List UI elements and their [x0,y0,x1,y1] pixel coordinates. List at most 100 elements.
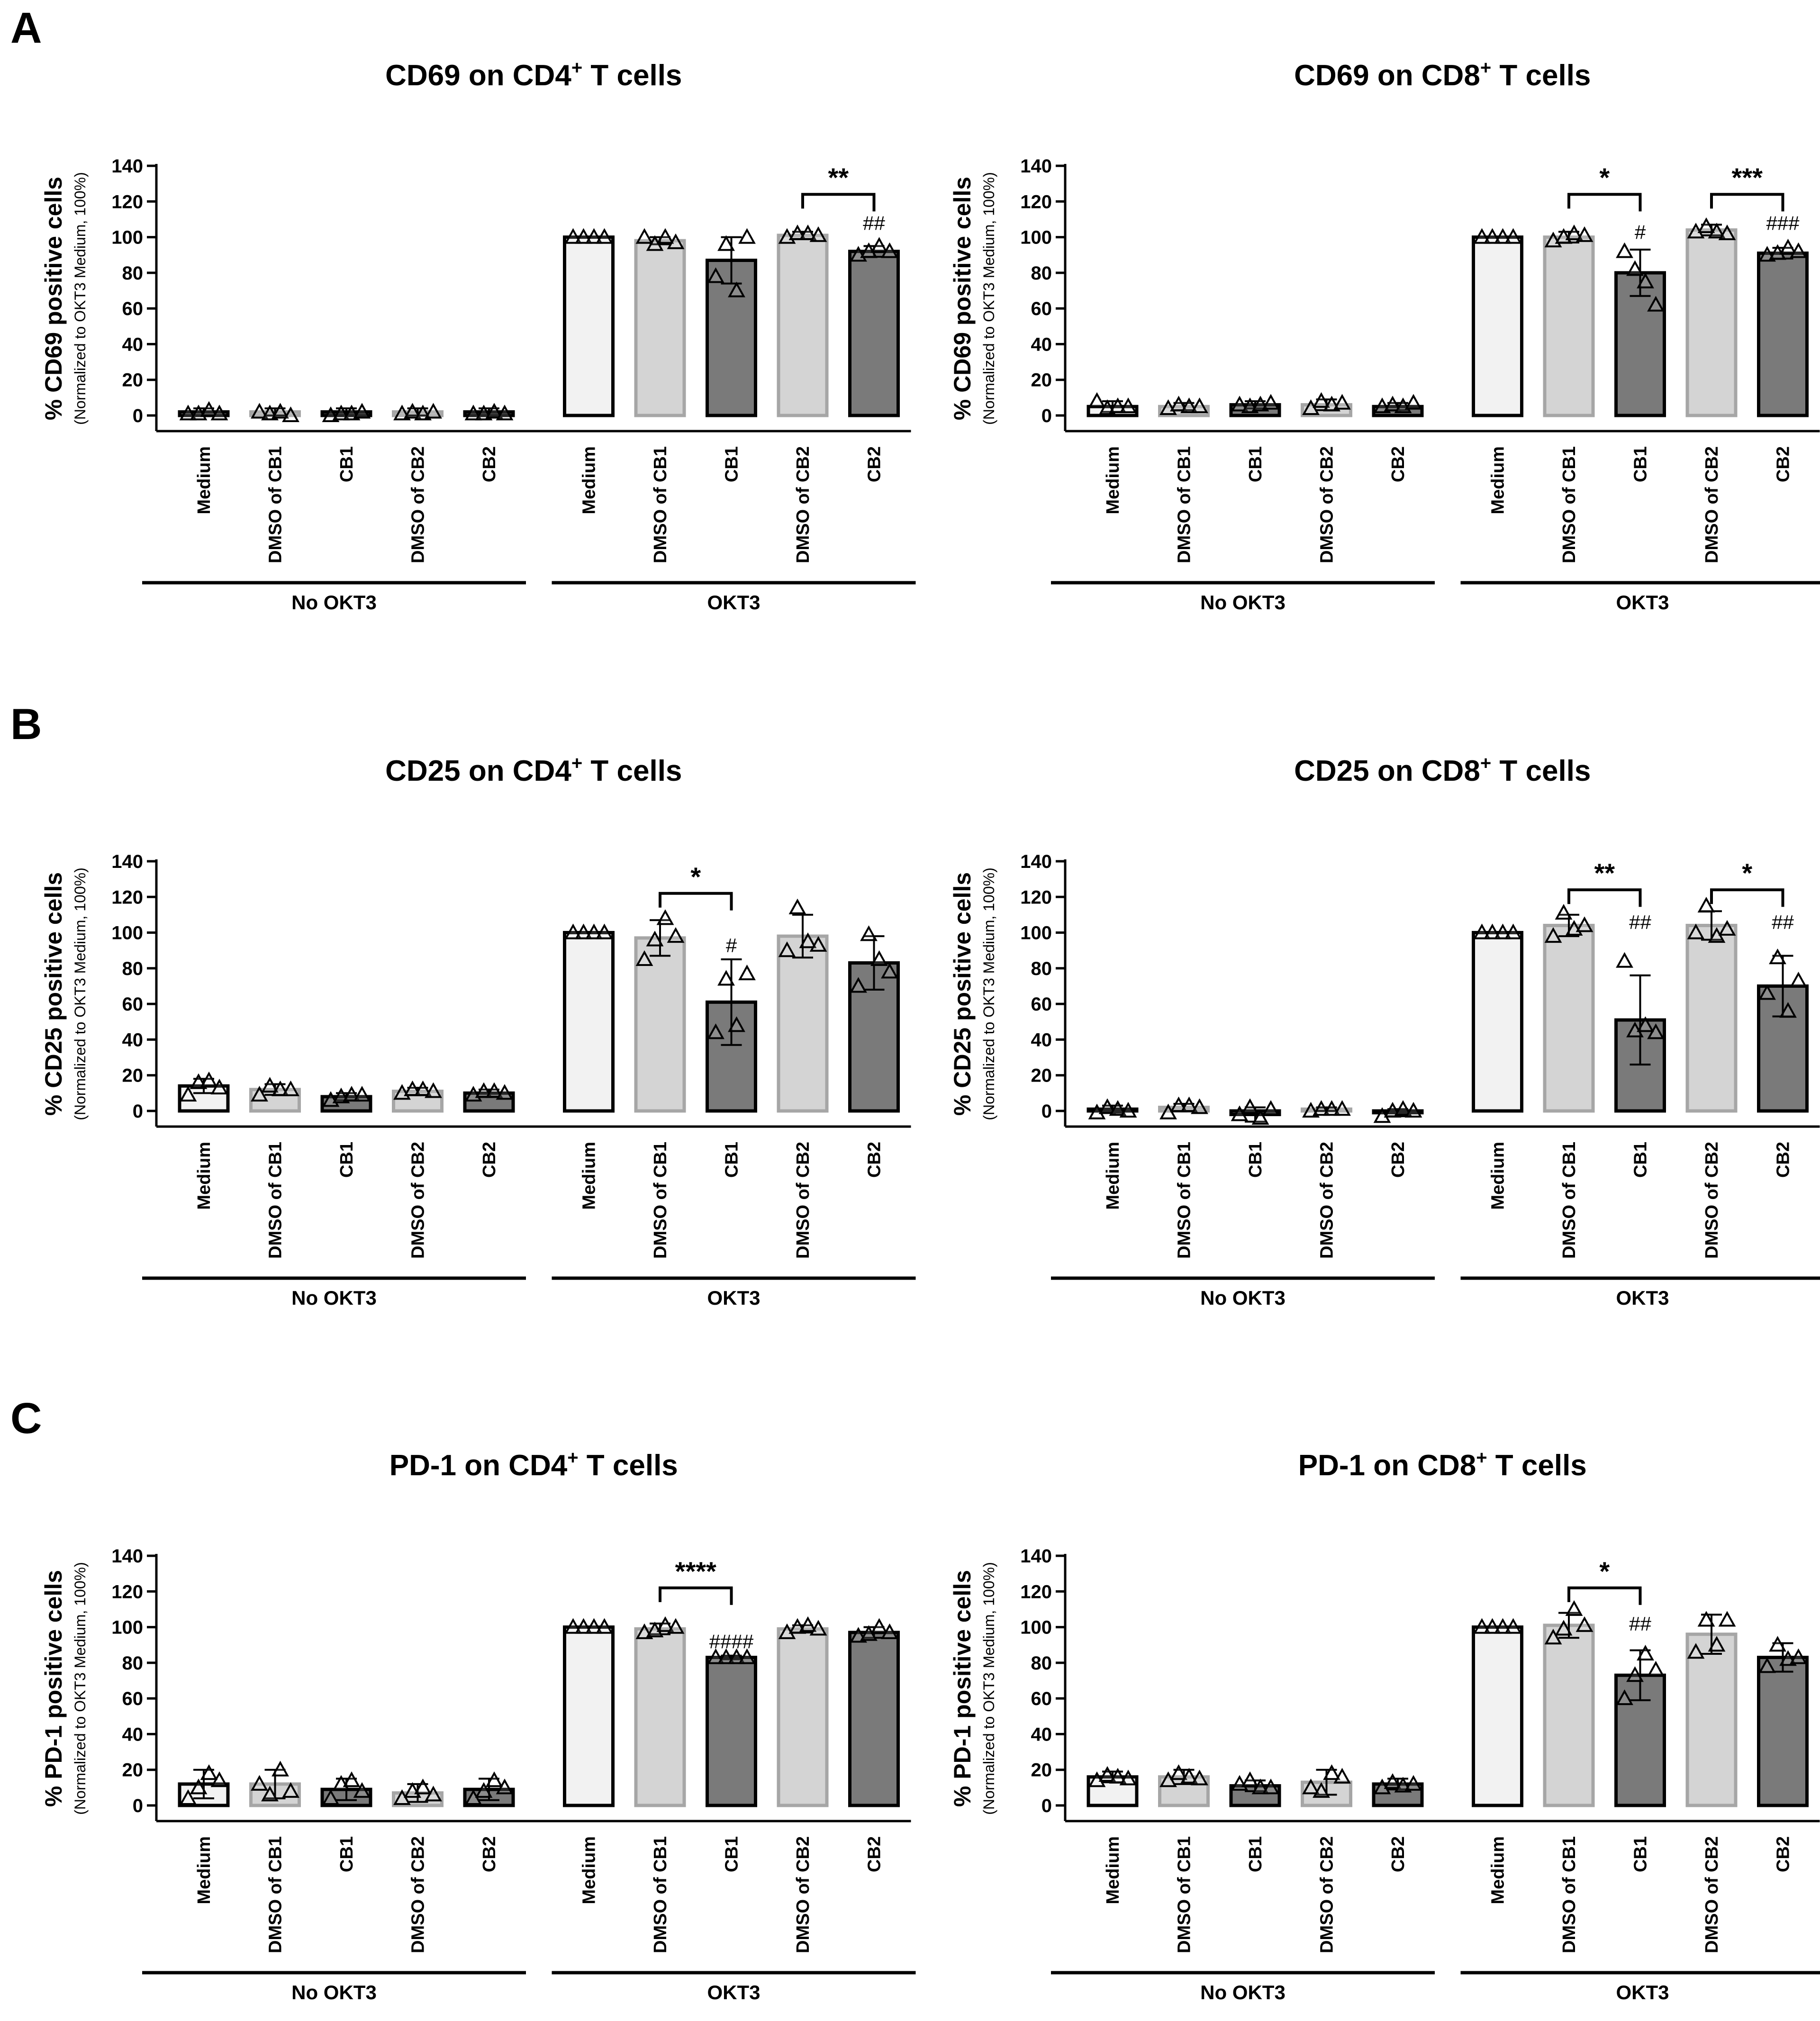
chart-4-data-point [1555,904,1573,920]
chart-5-y-sublabel: (Normalized to OKT3 Medium, 100%) [72,1562,89,1815]
chart-3-significance-bracket [659,892,733,911]
chart-4-data-point [1576,916,1594,932]
chart-3-data-point [596,923,613,939]
chart-5-data-point [656,1616,674,1632]
chart-6-category-label: DMSO of CB1 [1559,1836,1579,1953]
chart-4-data-point [1718,920,1736,936]
chart-6-category-label: CB1 [1246,1836,1266,1872]
chart-6-data-point [1323,1764,1340,1780]
chart-3-category-label: DMSO of CB1 [651,1142,670,1259]
chart-1-data-point [717,235,735,251]
chart-5-y-tick-label: 60 [122,1688,144,1709]
chart-3-data-point [717,970,735,986]
chart-6-data-point [1637,1644,1654,1661]
chart-2-y-tick-label: 0 [1041,406,1052,426]
chart-2-category-label: CB1 [1631,446,1651,482]
chart-2-significance-bracket [1567,193,1642,212]
chart-4-hash-label: ## [1629,911,1651,933]
chart-3-category-label: Medium [580,1142,599,1210]
chart-5-y-tick-label: 20 [122,1760,144,1781]
chart-2-data-point [1109,397,1127,414]
chart-3-data-point [870,950,888,966]
chart-4-data-point [1180,1096,1198,1112]
chart-2-y-tick-label: 140 [1020,156,1052,177]
chart-1-y-tick-label: 0 [133,406,143,426]
chart-1-significance-label: ** [828,162,849,192]
chart-4-data-point [1494,923,1512,939]
chart-5-significance-bracket [659,1586,733,1605]
chart-5-data-point [738,1648,756,1664]
chart-5-data-point [585,1618,603,1634]
chart-2-data-point [1790,242,1807,258]
chart-2-bar [1543,235,1595,417]
chart-6-title: PD-1 on CD8+ T cells [1298,1447,1587,1482]
chart-1-bar [563,235,615,417]
chart-2-data-point [1384,396,1402,412]
chart-4-data-point [1313,1100,1330,1116]
chart-5-data-point [272,1760,289,1777]
chart-1-data-point [485,403,503,419]
chart-6-bar [1472,1625,1523,1807]
chart-1-bar [848,250,900,417]
chart-5-bar [848,1631,900,1807]
chart-4-data-point [1170,1096,1187,1112]
chart-2-category-label: Medium [1488,446,1508,514]
chart-5-y-label: % PD-1 positive cells [40,1570,67,1807]
chart-3-data-point [850,977,867,993]
chart-1-data-point [635,228,653,244]
chart-6-data-point [1170,1764,1187,1780]
chart-3-y-tick-label: 80 [122,958,144,979]
chart-3-data-point [585,923,603,939]
chart-1-data-point [788,224,806,241]
chart-1-category-label: CB2 [865,446,885,482]
chart-5-significance-label: **** [675,1556,716,1586]
chart-4-data-point [1191,1098,1208,1114]
chart-2-significance-bracket [1710,193,1784,212]
chart-6-bar [1685,1633,1738,1807]
chart-5-data-point [870,1618,888,1634]
chart-1-category-label: DMSO of CB1 [651,446,670,563]
chart-1-y-label: % CD69 positive cells [40,177,67,420]
chart-5-data-point [353,1782,371,1798]
chart-4-category-label: DMSO of CB2 [1702,1142,1722,1259]
panel-label-b: B [10,700,42,749]
chart-3-category-label: DMSO of CB2 [408,1142,428,1259]
chart-4-y-sublabel: (Normalized to OKT3 Medium, 100%) [980,867,997,1120]
chart-4-data-point [1484,923,1501,939]
chart-2-data-point [1088,392,1106,408]
chart-5-category-label: CB2 [865,1836,885,1872]
chart-6-data-point [1333,1768,1351,1784]
chart-3-y-tick-label: 140 [111,851,143,872]
chart-4-category-label: CB1 [1631,1142,1651,1178]
chart-1-data-point [707,267,724,283]
chart-4-data-point [1769,948,1786,965]
chart-6-data-point [1251,1778,1269,1795]
chart-5-data-point [575,1618,592,1634]
chart-1-category-label: CB1 [337,446,357,482]
chart-1-category-label: DMSO of CB2 [408,446,428,563]
chart-5-data-point [343,1771,361,1787]
chart-1-data-point [738,228,756,244]
chart-4-significance-label: ** [1594,858,1615,888]
chart-1-title: CD69 on CD4+ T cells [385,57,682,92]
chart-6-y-tick-label: 120 [1020,1581,1052,1602]
chart-2-data-point [1779,239,1797,255]
chart-2-group-label: OKT3 [1616,591,1669,614]
chart-5-bar [563,1625,615,1807]
chart-6-y-tick-label: 80 [1031,1653,1052,1674]
chart-5-data-point [667,1618,685,1634]
chart-4-data-point [1251,1109,1269,1125]
chart-3-data-point [809,936,827,952]
chart-4-y-tick-label: 40 [1031,1029,1052,1050]
chart-6-data-point [1718,1611,1736,1627]
chart-6-data-point [1687,1643,1705,1659]
chart-6-category-label: DMSO of CB2 [1317,1836,1337,1953]
chart-3-category-label: CB1 [722,1142,742,1178]
chart-2-data-point [1504,228,1522,244]
chart-3-data-point [788,898,806,914]
chart-3-data-point [272,1080,289,1096]
chart-2-hash-label: ### [1766,212,1800,235]
chart-4-data-point [1647,1023,1665,1039]
chart-6: PD-1 on CD8+ T cells 0 20 40 60 80 100 120 140 % … [949,1447,1820,2003]
chart-2-data-point [1718,224,1736,241]
